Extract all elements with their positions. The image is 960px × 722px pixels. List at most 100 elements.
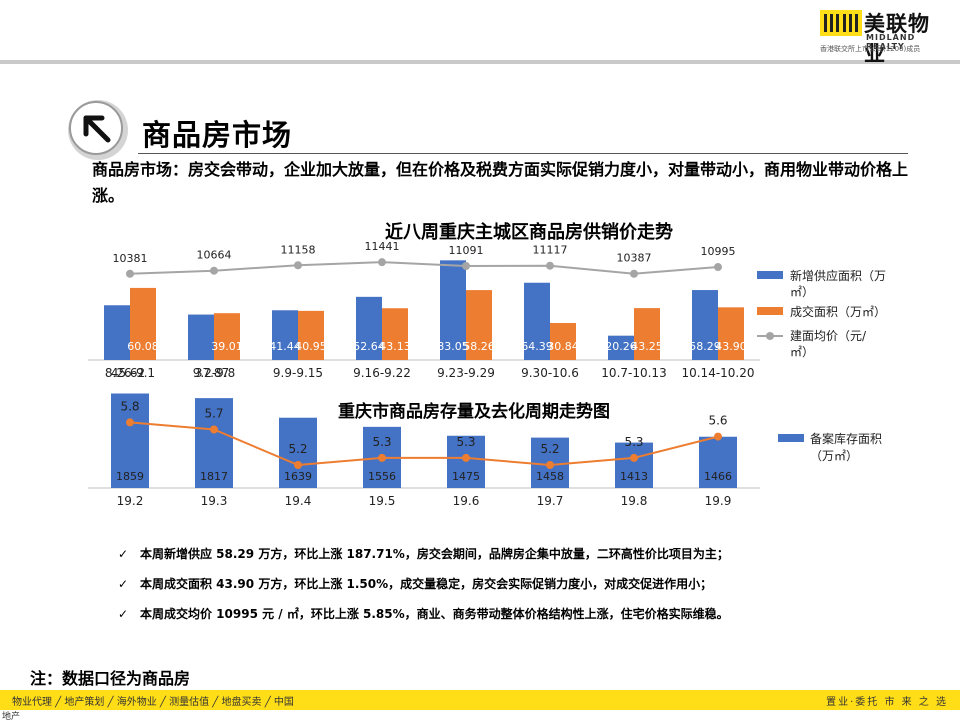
deal-label: 39.01 xyxy=(211,340,243,353)
supply-bar xyxy=(272,310,298,360)
inventory-label: 1817 xyxy=(200,470,228,483)
deal-label: 30.84 xyxy=(547,340,579,353)
data-note: 注：数据口径为商品房 xyxy=(30,669,191,688)
chart1-overlay-label: 37.87 xyxy=(195,366,229,380)
inventory-label: 1413 xyxy=(620,470,648,483)
cycle-label: 5.7 xyxy=(204,407,223,421)
chart2-category-label: 19.9 xyxy=(705,494,732,508)
inventory-bar xyxy=(195,398,233,488)
supply-label: 41.44 xyxy=(269,340,301,353)
legend-swatch xyxy=(778,434,804,442)
supply-bar xyxy=(188,314,214,360)
deal-bar xyxy=(382,308,408,360)
chart2-category-label: 19.3 xyxy=(201,494,228,508)
chart2-category-label: 19.5 xyxy=(369,494,396,508)
cycle-label: 5.2 xyxy=(288,442,307,456)
footer-slogan: 置业·委托 市 来 之 选 xyxy=(826,697,948,708)
deal-bar xyxy=(550,322,576,360)
midland-logo-mark xyxy=(820,10,862,36)
inventory-bar xyxy=(615,442,653,488)
chart1-category-label: 9.2-9.8 xyxy=(193,366,236,380)
price-point xyxy=(378,258,386,267)
deal-label: 60.08 xyxy=(127,340,159,353)
corner-label: 地产 xyxy=(2,712,21,722)
summary-bullet: ✓ 本周成交均价 10995 元 / ㎡，环比上涨 5.85%，商业、商务带动整体… xyxy=(118,605,938,635)
legend-point-key xyxy=(766,332,774,340)
legend-label: 成交面积（万㎡） xyxy=(790,304,886,319)
cycle-label: 5.3 xyxy=(624,435,643,449)
price-point xyxy=(714,263,722,272)
cycle-line xyxy=(129,421,719,467)
supply-bar xyxy=(356,296,382,360)
price-label: 11091 xyxy=(449,244,484,257)
footer-bar: 物业代理 ╱ 地产策划 ╱ 海外物业 ╱ 测量估值 ╱ 地盘买卖 ╱ 中国 置业… xyxy=(0,690,960,710)
price-point xyxy=(126,269,134,278)
inventory-label: 1458 xyxy=(536,470,564,483)
inventory-label: 1639 xyxy=(284,470,312,483)
chart1-category-label: 9.30-10.6 xyxy=(521,366,579,380)
footer-services: 物业代理 ╱ 地产策划 ╱ 海外物业 ╱ 测量估值 ╱ 地盘买卖 ╱ 中国 xyxy=(12,697,294,708)
supply-bar xyxy=(524,282,550,360)
chart2-category-label: 19.8 xyxy=(621,494,648,508)
supply-bar xyxy=(608,335,634,360)
cycle-label: 5.3 xyxy=(372,435,391,449)
supply-label: 20.26 xyxy=(605,340,637,353)
deal-bar xyxy=(634,308,660,360)
chart2-category-label: 19.6 xyxy=(453,494,480,508)
price-point xyxy=(210,266,218,275)
chart1-category-label: 9.9-9.15 xyxy=(273,366,323,380)
price-label: 11441 xyxy=(365,240,400,253)
deal-label: 40.95 xyxy=(295,340,327,353)
cycle-point xyxy=(714,432,722,441)
cycle-label: 5.2 xyxy=(540,442,559,456)
inventory-label: 1556 xyxy=(368,470,396,483)
check-icon: ✓ xyxy=(118,607,129,621)
deal-label: 43.25 xyxy=(631,340,663,353)
deal-label: 43.90 xyxy=(715,340,747,353)
summary-bullet: ✓ 本周成交面积 43.90 万方，环比上涨 1.50%，成交量稳定，房交会实际促… xyxy=(118,575,938,605)
brand-logo: 美联物业 MIDLAND REALTY 香港联交所上市公司(1200)成员 xyxy=(820,4,950,66)
cycle-point xyxy=(630,453,638,462)
summary-bullet: ✓ 本周新增供应 58.29 万方，环比上涨 187.71%，房交会期间，品牌房企… xyxy=(118,545,938,575)
chart1-category-label: 10.14-10.20 xyxy=(681,366,754,380)
price-point xyxy=(546,261,554,270)
cycle-point xyxy=(462,453,470,462)
deal-bar xyxy=(298,310,324,360)
arrow-up-left-icon xyxy=(68,100,128,160)
cycle-point xyxy=(378,453,386,462)
price-point xyxy=(294,261,302,270)
chart2-category-label: 19.4 xyxy=(285,494,312,508)
price-label: 10995 xyxy=(701,245,736,258)
bullet-text: 本周成交均价 10995 元 / ㎡，环比上涨 5.85%，商业、商务带动整体价… xyxy=(140,607,729,621)
deal-label: 43.13 xyxy=(379,340,411,353)
cycle-point xyxy=(294,461,302,469)
title-underline xyxy=(138,153,908,154)
cycle-label: 5.8 xyxy=(120,399,139,413)
legend-label-cont: ㎡） xyxy=(790,345,814,359)
chart2-category-label: 19.7 xyxy=(537,494,564,508)
brand-name-en: MIDLAND REALTY xyxy=(866,33,916,51)
legend-swatch xyxy=(757,271,783,279)
deal-bar xyxy=(718,307,744,360)
page-title: 商品房市场 xyxy=(142,118,293,152)
price-label: 10387 xyxy=(617,252,652,265)
deal-bar xyxy=(466,290,492,360)
chart2-category-label: 19.2 xyxy=(117,494,144,508)
legend-label: 新增供应面积（万 xyxy=(790,268,886,283)
cycle-point xyxy=(210,425,218,434)
price-label: 11158 xyxy=(281,243,316,256)
bullet-text: 本周成交面积 43.90 万方，环比上涨 1.50%，成交量稳定，房交会实际促销… xyxy=(140,577,713,591)
intro-text: 商品房市场：房交会带动，企业加大放量，但在价格及税费方面实际促销力度小，对量带动… xyxy=(92,160,909,205)
inventory-label: 1859 xyxy=(116,470,144,483)
inventory-bar xyxy=(279,417,317,488)
deal-label: 58.26 xyxy=(463,340,495,353)
chart1-category-label: 9.16-9.22 xyxy=(353,366,411,380)
chart1-title: 近八周重庆主城区商品房供销价走势 xyxy=(385,222,673,243)
supply-bar xyxy=(440,260,466,360)
chart1-category-label: 8.26-9.1 xyxy=(105,366,155,380)
legend-label-cont: （万㎡） xyxy=(810,449,858,463)
header-rule xyxy=(0,60,960,64)
cycle-label: 5.6 xyxy=(708,414,727,428)
